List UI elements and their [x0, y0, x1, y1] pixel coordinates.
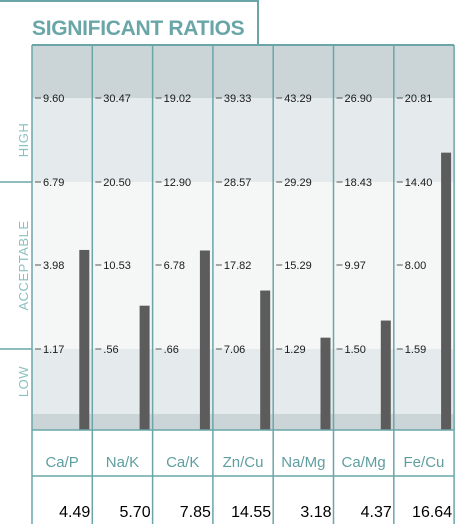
tick-label: 17.82 — [224, 260, 252, 272]
category-label: Na/K — [106, 454, 139, 471]
value-label: 4.37 — [361, 504, 392, 521]
high-band — [32, 98, 454, 182]
bars — [79, 152, 452, 430]
bar-na-k — [139, 305, 150, 430]
tick-label: 1.50 — [345, 344, 366, 356]
band-label-low: LOW — [16, 366, 31, 397]
tick-label: 10.53 — [103, 260, 131, 272]
value-label: 4.49 — [59, 504, 90, 521]
frame-lines — [0, 44, 455, 524]
bar-ca-mg — [380, 320, 391, 430]
tick-label: 15.29 — [284, 260, 312, 272]
value-label: 5.70 — [119, 504, 150, 521]
bottom-strip — [32, 414, 454, 430]
value-label: 14.55 — [231, 504, 271, 521]
tick-label: 29.29 — [284, 177, 312, 189]
tick-label: 26.90 — [345, 93, 373, 105]
category-label: Ca/K — [166, 454, 199, 471]
value-label: 16.64 — [412, 504, 452, 521]
tick-label: 6.79 — [43, 177, 64, 189]
tick-label: 20.81 — [405, 93, 433, 105]
tick-label: 3.98 — [43, 260, 64, 272]
bar-fe-cu — [441, 152, 452, 430]
tick-label: 1.29 — [284, 344, 305, 356]
band-label-acceptable: ACCEPTABLE — [16, 220, 31, 310]
tick-label: 1.17 — [43, 344, 64, 356]
bar-na-mg — [320, 337, 331, 430]
tick-label: 30.47 — [103, 93, 131, 105]
tick-label: 1.59 — [405, 344, 426, 356]
columns: 9.60 6.79 3.98 1.17 Ca/P 4.49 30.47 20.50 10.53.… — [35, 93, 452, 521]
category-label: Ca/P — [45, 454, 78, 471]
tick-label: 6.78 — [164, 260, 185, 272]
tick-label: 9.60 — [43, 93, 64, 105]
value-label: 7.85 — [180, 504, 211, 521]
bar-ca-p — [79, 249, 90, 430]
title-box — [0, 0, 259, 45]
category-label: Fe/Cu — [404, 454, 445, 471]
tick-label: .56 — [103, 344, 118, 356]
tick-label: 20.50 — [103, 177, 131, 189]
tick-label: 9.97 — [345, 260, 366, 272]
bar-ca-k — [199, 250, 210, 430]
band-labels: HIGH ACCEPTABLE LOW — [16, 123, 31, 397]
tick-label: 12.90 — [164, 177, 192, 189]
tick-label: 18.43 — [345, 177, 373, 189]
tick-label: 8.00 — [405, 260, 426, 272]
tick-label: 7.06 — [224, 344, 245, 356]
tick-label: 43.29 — [284, 93, 312, 105]
category-label: Na/Mg — [281, 454, 325, 471]
bar-zn-cu — [260, 290, 271, 430]
tick-label: 19.02 — [164, 93, 192, 105]
tick-label: 14.40 — [405, 177, 433, 189]
value-label: 3.18 — [300, 504, 331, 521]
category-label: Ca/Mg — [342, 454, 386, 471]
band-label-high: HIGH — [16, 123, 31, 158]
tick-label: 39.33 — [224, 93, 252, 105]
chart-title: SIGNIFICANT RATIOS — [32, 17, 245, 40]
tick-label: .66 — [164, 344, 179, 356]
tick-label: 28.57 — [224, 177, 252, 189]
category-label: Zn/Cu — [223, 454, 264, 471]
top-strip — [32, 45, 454, 98]
